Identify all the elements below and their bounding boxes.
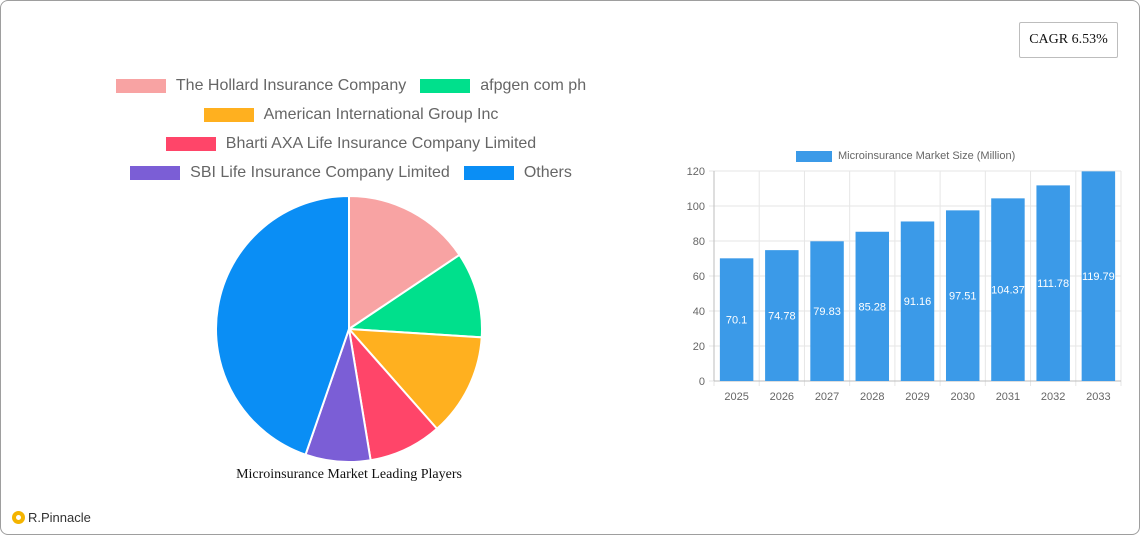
bar-value-label: 111.78 [1037,278,1069,290]
bar[interactable] [855,231,890,381]
legend-label: Bharti AXA Life Insurance Company Limite… [225,135,537,152]
pie-legend-row: American International Group Inc [1,106,701,124]
legend-label: Others [523,164,572,181]
pie-slice[interactable] [215,194,350,456]
bar-chart-legend: Microinsurance Market Size (Million) [796,150,1015,162]
x-tick-label: 2030 [950,391,974,403]
legend-label: afpgen com ph [480,77,587,94]
pie-legend-row: The Hollard Insurance Company afpgen com … [1,77,701,95]
bar[interactable] [945,210,980,381]
bar-value-label: 79.83 [813,306,841,318]
legend-label: The Hollard Insurance Company [175,77,407,94]
bar-value-label: 97.51 [949,291,977,303]
bar-value-label: 74.78 [768,311,796,323]
y-tick-label: 60 [693,271,705,283]
legend-swatch [165,137,216,151]
bar-legend-label: Microinsurance Market Size (Million) [838,150,1016,162]
pie-slice[interactable] [345,253,483,339]
bar-value-label: 85.28 [859,301,887,313]
bar[interactable] [900,221,935,381]
y-tick-label: 100 [687,201,705,213]
bar-value-label: 104.37 [991,285,1025,297]
pie-legend-row: SBI Life Insurance Company Limited Others [1,164,701,182]
bar[interactable] [765,250,799,381]
pie-chart-title: Microinsurance Market Leading Players [236,467,462,482]
y-tick-label: 120 [687,166,705,178]
y-tick-label: 40 [693,306,705,318]
legend-swatch [115,79,166,93]
pie-legend-item[interactable]: SBI Life Insurance Company Limited [130,164,450,182]
legend-swatch [420,79,471,93]
bar[interactable] [1081,171,1116,381]
pie-legend-item[interactable]: Bharti AXA Life Insurance Company Limite… [165,135,537,153]
pie-chart [215,194,483,463]
bar-value-label: 70.1 [726,315,747,327]
x-tick-label: 2025 [724,391,748,403]
legend-swatch [203,108,254,122]
x-tick-label: 2027 [815,391,839,403]
pie-legend-item[interactable]: afpgen com ph [420,77,586,95]
legend-label: American International Group Inc [263,106,499,123]
x-tick-label: 2026 [770,391,794,403]
pie-legend-row: Bharti AXA Life Insurance Company Limite… [1,135,701,153]
cagr-badge: CAGR 6.53% [1019,22,1118,58]
x-tick-label: 2028 [860,391,884,403]
legend-swatch [130,166,181,180]
y-tick-label: 20 [693,341,705,353]
pie-slice[interactable] [346,327,483,431]
bar-legend-swatch [796,150,832,162]
pie-legend-item[interactable]: American International Group Inc [203,106,499,124]
bar-value-label: 119.79 [1082,271,1115,283]
bar-value-label: 91.16 [904,296,932,308]
bar-chart: 0 20 40 60 80 100 120 70.1 2025 74.78 2026 79.83 202… [687,166,1122,403]
brand-logo: R.Pinnacle [12,510,91,525]
brand-name: R.Pinnacle [28,510,91,525]
legend-label: SBI Life Insurance Company Limited [190,164,450,181]
pie-slice[interactable] [348,194,461,331]
x-tick-label: 2032 [1041,391,1065,403]
legend-swatch [463,166,514,180]
bar[interactable] [991,198,1025,381]
bar[interactable] [719,258,754,381]
y-tick-label: 80 [693,236,705,248]
pinnacle-logo-icon [12,511,25,524]
x-tick-label: 2031 [996,391,1020,403]
pie-legend-item[interactable]: Others [463,164,572,182]
pie-legend-item[interactable]: The Hollard Insurance Company [115,77,407,95]
x-tick-label: 2029 [905,391,929,403]
y-tick-label: 0 [699,376,705,388]
bar[interactable] [810,241,844,381]
bar[interactable] [1036,185,1070,381]
x-tick-label: 2033 [1086,391,1110,403]
